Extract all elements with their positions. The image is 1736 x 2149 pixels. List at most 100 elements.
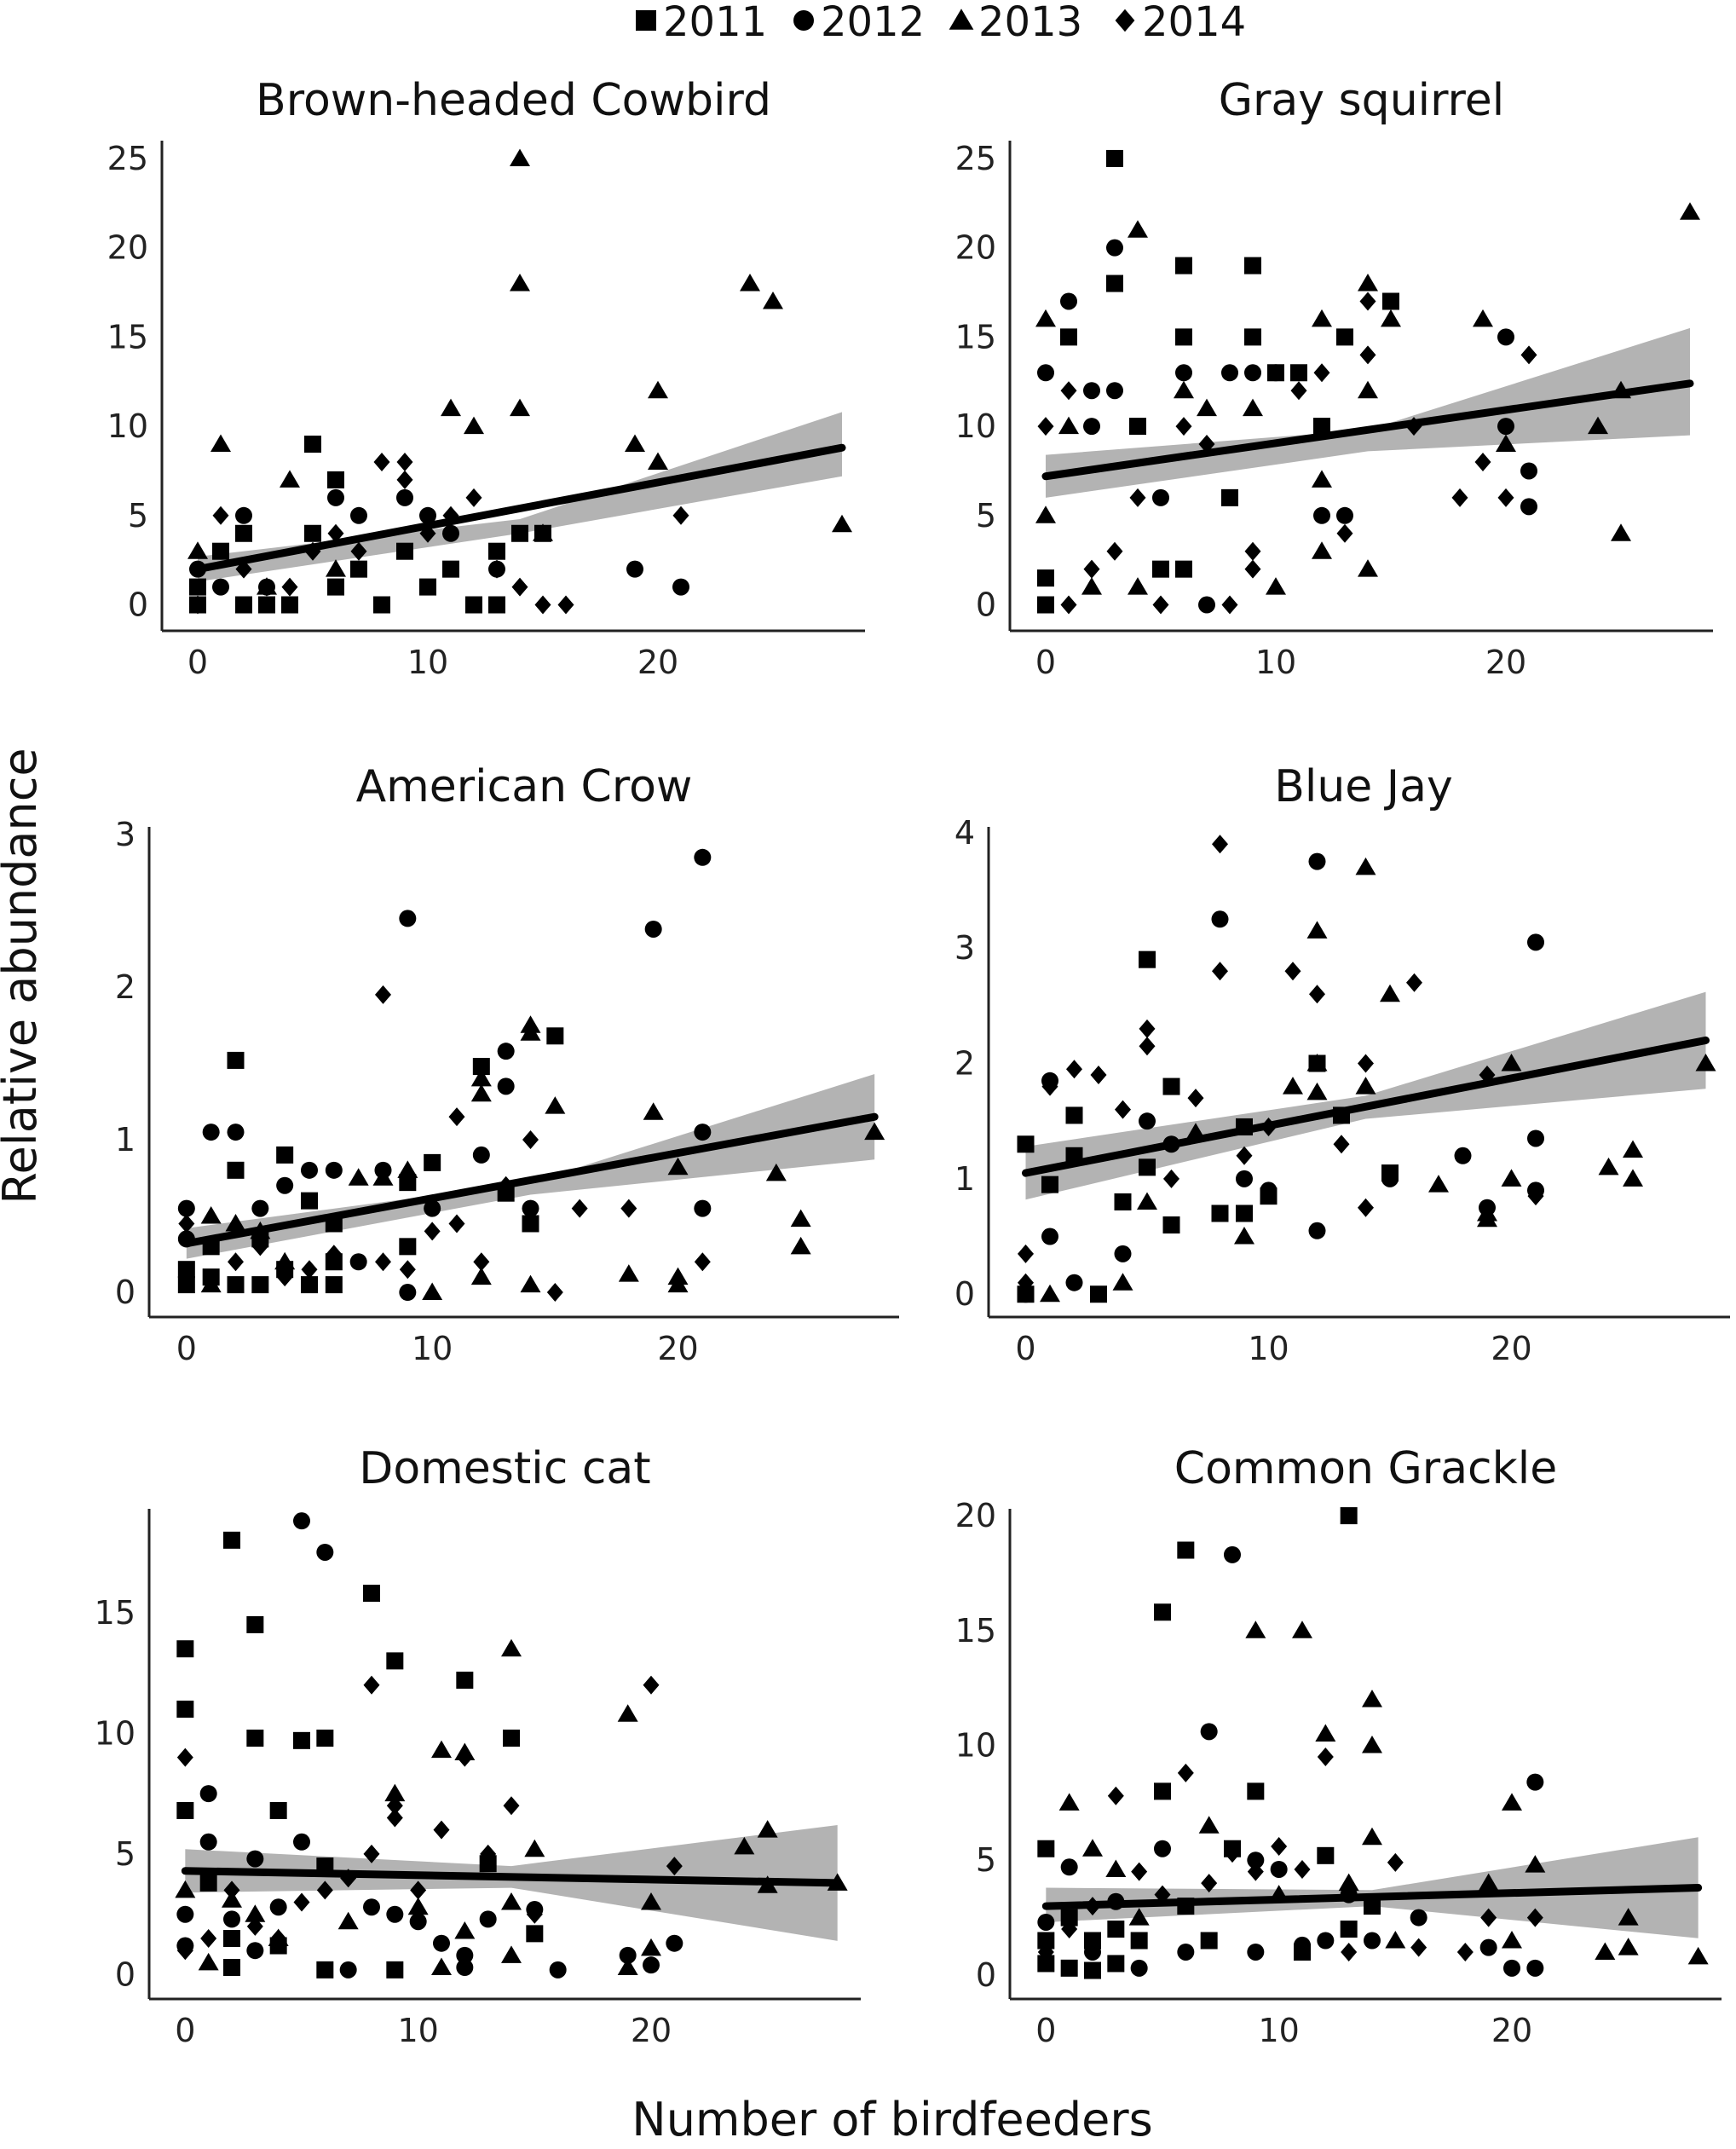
- data-point: [316, 1730, 334, 1748]
- data-point: [734, 1836, 755, 1855]
- data-point: [1473, 309, 1493, 327]
- data-point: [177, 1199, 195, 1217]
- data-point: [1283, 1077, 1303, 1095]
- data-point: [1525, 1855, 1546, 1873]
- data-point: [694, 848, 712, 866]
- series-2011: [176, 1531, 544, 1979]
- data-point: [1243, 398, 1263, 417]
- panel-title: Brown-headed Cowbird: [256, 75, 771, 126]
- data-point: [511, 577, 528, 597]
- data-point: [1358, 380, 1378, 399]
- data-point: [1294, 1859, 1311, 1879]
- data-point: [363, 1898, 380, 1916]
- y-tick-label: 10: [95, 1714, 136, 1752]
- data-point: [1037, 1955, 1055, 1973]
- data-point: [1527, 1187, 1544, 1206]
- data-point: [549, 1961, 567, 1979]
- data-point: [1114, 1245, 1132, 1262]
- panel-brown-headed-cowbird: Brown-headed Cowbird 0 5 10 15 20 25 0 10 20: [107, 75, 865, 681]
- data-point: [1065, 1106, 1083, 1124]
- data-point: [1163, 1169, 1179, 1188]
- data-point: [1284, 962, 1301, 981]
- data-point: [375, 985, 391, 1004]
- data-point: [1060, 1858, 1078, 1876]
- data-point: [1315, 1724, 1336, 1742]
- y-tick-label: 20: [955, 229, 996, 267]
- data-point: [1340, 1921, 1358, 1938]
- data-point: [1139, 1037, 1156, 1056]
- data-point: [327, 578, 344, 596]
- panel-title: Blue Jay: [1274, 761, 1453, 812]
- data-point: [431, 1740, 452, 1759]
- data-point: [617, 1957, 638, 1976]
- data-point: [431, 1957, 452, 1976]
- data-point: [269, 1898, 287, 1916]
- data-point: [433, 1820, 450, 1840]
- data-point: [1139, 1112, 1156, 1130]
- data-point: [1084, 1943, 1101, 1961]
- data-point: [1152, 595, 1169, 615]
- data-point: [1527, 1129, 1544, 1147]
- data-point: [1175, 417, 1192, 436]
- data-point: [424, 1153, 441, 1171]
- panel-title: Gray squirrel: [1219, 75, 1505, 126]
- x-tick-label: 0: [187, 644, 208, 681]
- data-point: [1406, 973, 1422, 992]
- data-point: [1308, 1222, 1326, 1239]
- data-point: [1152, 488, 1169, 506]
- series-2014: [1037, 292, 1537, 615]
- data-point: [448, 1214, 465, 1233]
- data-point: [327, 523, 344, 543]
- y-tick-label: 5: [115, 1835, 136, 1873]
- data-point: [1502, 1793, 1522, 1811]
- data-point: [456, 1748, 473, 1767]
- data-point: [571, 1199, 588, 1218]
- data-point: [223, 1930, 240, 1948]
- data-point: [643, 1675, 660, 1695]
- data-point: [251, 1199, 269, 1217]
- data-point: [293, 1731, 310, 1749]
- data-point: [456, 1672, 474, 1690]
- data-point: [177, 1276, 195, 1294]
- legend-marker-diamond: [1115, 9, 1135, 32]
- data-point: [199, 1874, 217, 1892]
- data-point: [1129, 488, 1146, 507]
- y-tick-label: 1: [955, 1160, 975, 1198]
- data-point: [350, 560, 367, 578]
- series-2013: [1058, 1620, 1709, 1965]
- data-point: [763, 291, 783, 309]
- data-point: [176, 1748, 193, 1767]
- data-point: [1364, 1898, 1381, 1915]
- data-point: [1451, 488, 1468, 507]
- legend-label: 2014: [1142, 0, 1246, 46]
- data-point: [1244, 559, 1261, 579]
- data-point: [1695, 1054, 1716, 1072]
- data-point: [410, 1880, 427, 1900]
- y-tick-label: 15: [95, 1594, 136, 1632]
- data-point: [1503, 1959, 1520, 1977]
- data-point: [1037, 596, 1054, 614]
- data-point: [1106, 239, 1123, 257]
- data-point: [1066, 1060, 1082, 1079]
- y-tick-label: 5: [976, 497, 996, 534]
- y-axis-label: Relative abundance: [0, 748, 47, 1204]
- data-point: [227, 1276, 245, 1294]
- y-tick-label: 3: [955, 929, 975, 967]
- data-point: [223, 1910, 240, 1928]
- data-point: [1312, 309, 1332, 327]
- data-point: [694, 1124, 712, 1141]
- panel-title: Domestic cat: [359, 1443, 650, 1494]
- data-point: [1106, 382, 1123, 400]
- data-point: [1526, 1773, 1544, 1791]
- data-point: [1058, 416, 1079, 435]
- legend-marker-triangle: [949, 9, 974, 30]
- data-point: [373, 452, 390, 471]
- data-point: [1355, 857, 1376, 875]
- data-point: [1382, 292, 1399, 310]
- data-point: [397, 1160, 418, 1178]
- data-point: [1128, 220, 1148, 238]
- data-point: [424, 1199, 441, 1217]
- data-point: [235, 524, 252, 542]
